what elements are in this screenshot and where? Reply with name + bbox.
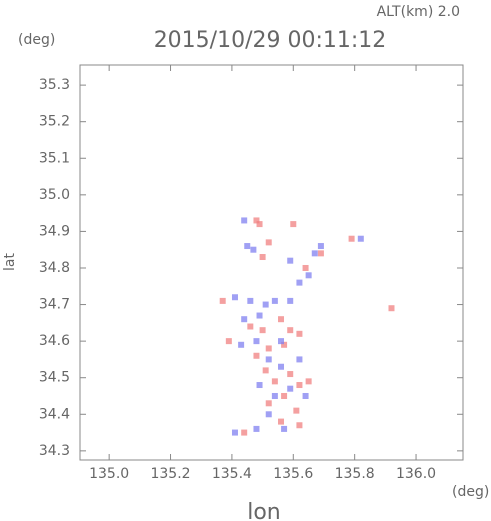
data-point <box>265 400 272 407</box>
data-point <box>287 327 294 334</box>
y-tick-label: 34.7 <box>39 297 70 313</box>
data-point <box>219 297 226 304</box>
y-tick-label: 35.0 <box>39 187 70 203</box>
data-point <box>241 429 248 436</box>
data-point <box>250 246 257 253</box>
data-point <box>296 382 303 389</box>
y-unit: (deg) <box>18 32 55 48</box>
x-tick-label: 136.0 <box>396 466 436 482</box>
plot-frame <box>79 64 464 461</box>
data-point <box>271 392 278 399</box>
data-point <box>296 356 303 363</box>
data-point <box>287 257 294 264</box>
data-point <box>265 356 272 363</box>
data-point <box>271 378 278 385</box>
x-tick-label: 135.4 <box>212 466 252 482</box>
data-point <box>247 297 254 304</box>
y-tick-label: 34.3 <box>39 443 70 459</box>
y-tick-label: 34.8 <box>39 260 70 276</box>
data-point <box>296 279 303 286</box>
y-tick-label: 35.3 <box>39 77 70 93</box>
altitude-label: ALT(km) 2.0 <box>377 4 460 20</box>
data-point <box>271 297 278 304</box>
data-point <box>305 272 312 279</box>
data-point <box>238 341 245 348</box>
data-point <box>293 407 300 414</box>
y-tick-label: 35.2 <box>39 114 70 130</box>
data-point <box>287 385 294 392</box>
data-point <box>281 392 288 399</box>
chart-title: 2015/10/29 00:11:12 <box>154 28 387 53</box>
x-tick-label: 135.0 <box>89 466 129 482</box>
x-tick-label: 135.2 <box>150 466 190 482</box>
y-tick-label: 35.1 <box>39 150 70 166</box>
x-axis-label: lon <box>247 500 281 521</box>
data-point <box>317 243 324 250</box>
data-point <box>241 316 248 323</box>
data-point <box>247 323 254 330</box>
data-point <box>278 338 285 345</box>
data-point <box>253 217 260 224</box>
data-point <box>262 367 269 374</box>
data-point <box>290 221 297 228</box>
data-point <box>287 371 294 378</box>
data-point <box>265 411 272 418</box>
data-point <box>296 422 303 429</box>
data-point <box>296 330 303 337</box>
data-point <box>302 264 309 271</box>
data-point <box>357 235 364 242</box>
data-point <box>256 221 263 228</box>
data-point <box>311 250 318 257</box>
y-axis-label: lat <box>2 253 18 271</box>
x-tick-label: 135.8 <box>335 466 375 482</box>
y-tick-label: 34.9 <box>39 223 70 239</box>
y-tick-label: 34.4 <box>39 406 70 422</box>
y-tick-label: 34.5 <box>39 370 70 386</box>
data-point <box>278 363 285 370</box>
data-point <box>256 312 263 319</box>
data-point <box>262 301 269 308</box>
data-point <box>259 327 266 334</box>
data-point <box>302 392 309 399</box>
data-point <box>231 294 238 301</box>
data-point <box>256 382 263 389</box>
data-point <box>278 316 285 323</box>
data-point <box>278 418 285 425</box>
data-point <box>281 341 288 348</box>
data-point <box>253 352 260 359</box>
data-point <box>265 345 272 352</box>
data-point <box>244 243 251 250</box>
data-point <box>259 254 266 261</box>
data-point <box>265 239 272 246</box>
data-point <box>305 378 312 385</box>
data-point <box>241 217 248 224</box>
data-point <box>388 305 395 312</box>
data-point <box>348 235 355 242</box>
data-point <box>287 297 294 304</box>
data-point <box>231 429 238 436</box>
data-point <box>225 338 232 345</box>
data-point <box>317 250 324 257</box>
x-unit: (deg) <box>452 484 489 500</box>
y-tick-label: 34.6 <box>39 333 70 349</box>
x-tick-label: 135.6 <box>273 466 313 482</box>
data-point <box>253 338 260 345</box>
data-point <box>281 425 288 432</box>
data-point <box>253 425 260 432</box>
